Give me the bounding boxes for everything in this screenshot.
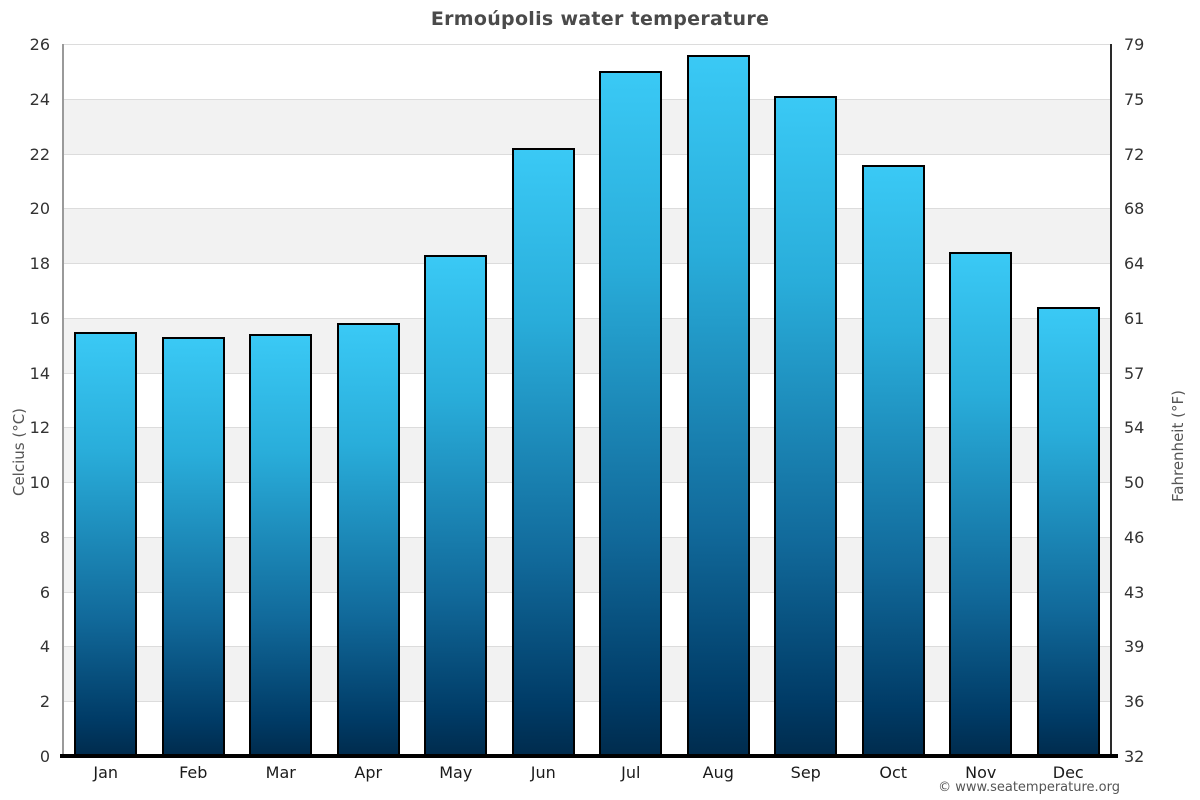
bar-mar [249,334,313,756]
plot-band [64,427,1110,483]
plot-band [64,98,1110,154]
y-tick-celsius: 2 [39,692,50,712]
plot-band [64,44,1110,99]
gridline [64,372,1110,374]
y-tick-fahrenheit: 32 [1124,747,1145,766]
bar-jan [74,331,138,756]
y-tick-celsius: 16 [29,308,50,328]
y-tick-celsius: 4 [39,637,50,657]
x-tick-nov: Nov [965,763,997,782]
gridline [64,317,1110,319]
x-axis-line [60,754,1118,758]
y-tick-celsius: 24 [29,89,50,109]
y-tick-celsius: 10 [29,473,50,493]
bar-jul [599,71,663,756]
gridline [64,701,1110,703]
x-tick-feb: Feb [179,763,208,782]
chart-title: Ermoúpolis water temperature [430,8,770,30]
bar-feb [161,337,225,756]
gridline [64,44,1110,45]
y-tick-celsius: 20 [29,199,50,219]
gridline [64,153,1110,155]
y-tick-fahrenheit: 54 [1124,418,1145,438]
x-tick-jan: Jan [93,763,119,782]
footer-credit: © www.seatemperature.org [938,780,1120,795]
bar-nov [949,252,1013,756]
bar-dec [1036,306,1100,756]
x-tick-dec: Dec [1052,763,1084,782]
plot-band [64,482,1110,537]
plot-area [62,44,1112,756]
bar-may [424,254,488,756]
y-tick-fahrenheit: 61 [1124,308,1145,328]
y-tick-fahrenheit: 79 [1124,35,1145,54]
plot-band [64,646,1110,702]
y-axis-title-fahrenheit: Fahrenheit (°F) [1169,390,1187,502]
y-tick-celsius: 14 [29,363,50,383]
y-tick-fahrenheit: 46 [1124,527,1145,547]
gridline [64,98,1110,100]
y-tick-celsius: 18 [29,254,50,274]
x-tick-sep: Sep [790,763,821,782]
y-tick-fahrenheit: 57 [1124,363,1145,383]
plot-band [64,153,1110,209]
gridline [64,646,1110,648]
y-tick-celsius: 8 [39,527,50,547]
gridline [64,482,1110,484]
y-tick-fahrenheit: 50 [1124,473,1145,493]
plot-band [64,317,1110,373]
bar-aug [686,54,750,756]
y-tick-fahrenheit: 43 [1124,582,1145,602]
gridline [64,427,1110,429]
gridline [64,591,1110,593]
y-tick-fahrenheit: 72 [1124,144,1145,164]
bar-jun [511,148,575,756]
plot-band [64,536,1110,592]
gridline [64,536,1110,538]
bar-oct [861,164,925,756]
x-tick-oct: Oct [879,763,908,782]
y-tick-celsius: 0 [39,747,50,766]
x-tick-jul: Jul [621,763,641,782]
x-tick-jun: Jun [530,763,556,782]
bar-apr [336,323,400,756]
y-tick-fahrenheit: 68 [1124,199,1145,219]
y-tick-fahrenheit: 36 [1124,692,1145,712]
plot-band [64,208,1110,264]
gridline [64,208,1110,210]
plot-band [64,591,1110,647]
y-tick-celsius: 22 [29,144,50,164]
y-tick-fahrenheit: 64 [1124,254,1145,274]
plot-band [64,263,1110,318]
y-tick-celsius: 26 [29,35,50,54]
gridline [64,263,1110,265]
y-tick-fahrenheit: 39 [1124,637,1145,657]
y-tick-celsius: 12 [29,418,50,438]
x-tick-may: May [439,763,473,782]
x-tick-aug: Aug [702,763,734,782]
plot-band [64,701,1110,756]
x-tick-apr: Apr [354,763,383,782]
plot-band [64,372,1110,428]
y-tick-fahrenheit: 75 [1124,89,1145,109]
x-tick-mar: Mar [265,763,296,782]
y-tick-celsius: 6 [39,582,50,602]
bar-sep [774,96,838,756]
